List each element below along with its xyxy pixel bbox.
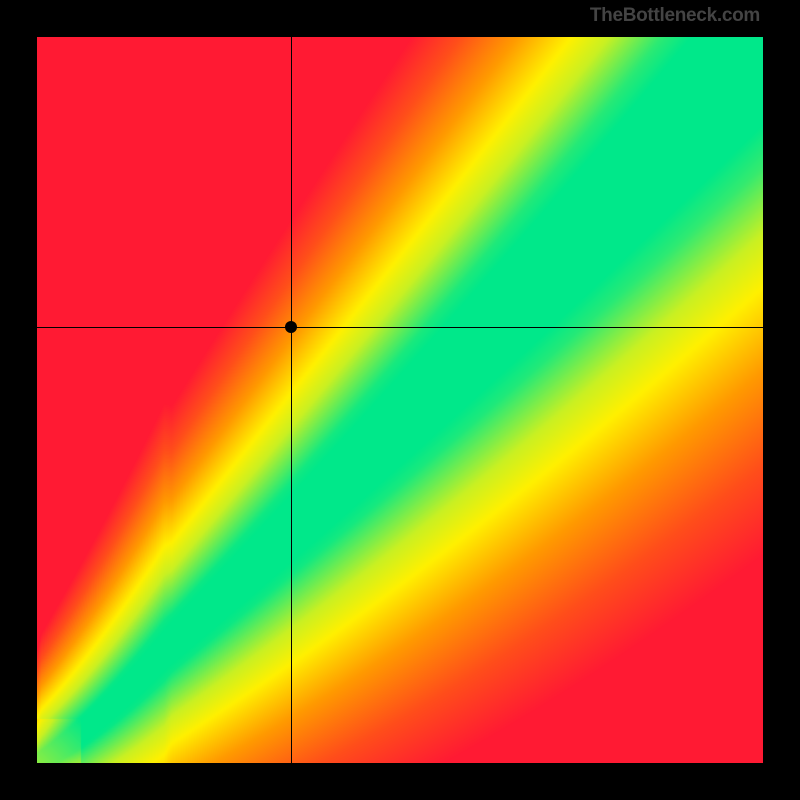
heatmap-canvas <box>37 37 763 763</box>
chart-container: TheBottleneck.com <box>0 0 800 800</box>
crosshair-vertical <box>291 37 292 763</box>
crosshair-horizontal <box>37 327 763 328</box>
watermark-text: TheBottleneck.com <box>590 5 760 27</box>
heatmap-area <box>37 37 763 763</box>
crosshair-marker <box>285 321 297 333</box>
